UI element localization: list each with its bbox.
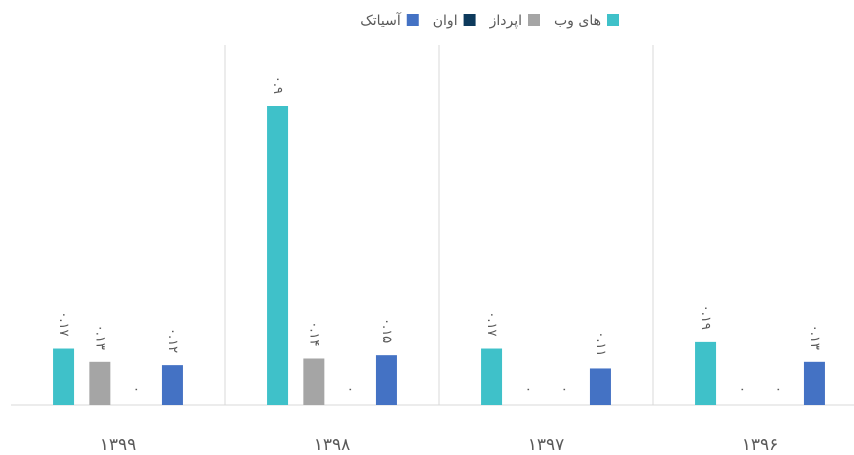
data-label: ۰ [734, 386, 749, 393]
bar [481, 348, 503, 405]
legend-label: آسیاتک [360, 12, 402, 29]
legend-label: های وب [554, 13, 601, 29]
data-label: ۰ [520, 386, 535, 393]
x-tick-label: ۱۳۹۸ [314, 435, 351, 455]
bar [375, 355, 397, 405]
data-label: ۰ [129, 386, 144, 393]
data-label: ۰ [343, 386, 358, 393]
bar [803, 361, 825, 405]
data-label: ۰.۱۹ [698, 305, 713, 330]
data-label: ۰.۱۱ [593, 331, 608, 356]
data-label: ۰.۱۳ [92, 325, 107, 350]
bar [589, 368, 611, 405]
data-label: ۰.۱۳ [807, 325, 822, 350]
legend-swatch [528, 14, 540, 26]
data-label: ۰.۱۵ [379, 318, 394, 343]
x-tick-label: ۱۳۹۷ [528, 435, 565, 455]
bar [53, 348, 75, 405]
legend-swatch [406, 14, 419, 26]
legend-swatch [463, 14, 476, 26]
bar [695, 341, 717, 405]
legend-label: اپرداز [489, 13, 522, 29]
data-label: ۰.۱۴ [306, 321, 321, 346]
data-label: ۰.۱۷ [484, 311, 499, 336]
bar [303, 358, 325, 405]
x-tick-label: ۱۳۹۶ [742, 435, 779, 455]
data-label: ۰ [771, 386, 786, 393]
bar [267, 106, 289, 405]
bar [89, 361, 111, 405]
data-label: ۰.۹ [270, 76, 285, 94]
legend-label: اوان [433, 13, 458, 29]
data-label: ۰ [557, 386, 572, 393]
data-label: ۰.۱۲ [165, 328, 180, 353]
data-label: ۰.۱۷ [56, 311, 71, 336]
bar [161, 365, 183, 405]
legend-swatch [607, 14, 619, 26]
x-tick-label: ۱۳۹۹ [100, 435, 137, 455]
